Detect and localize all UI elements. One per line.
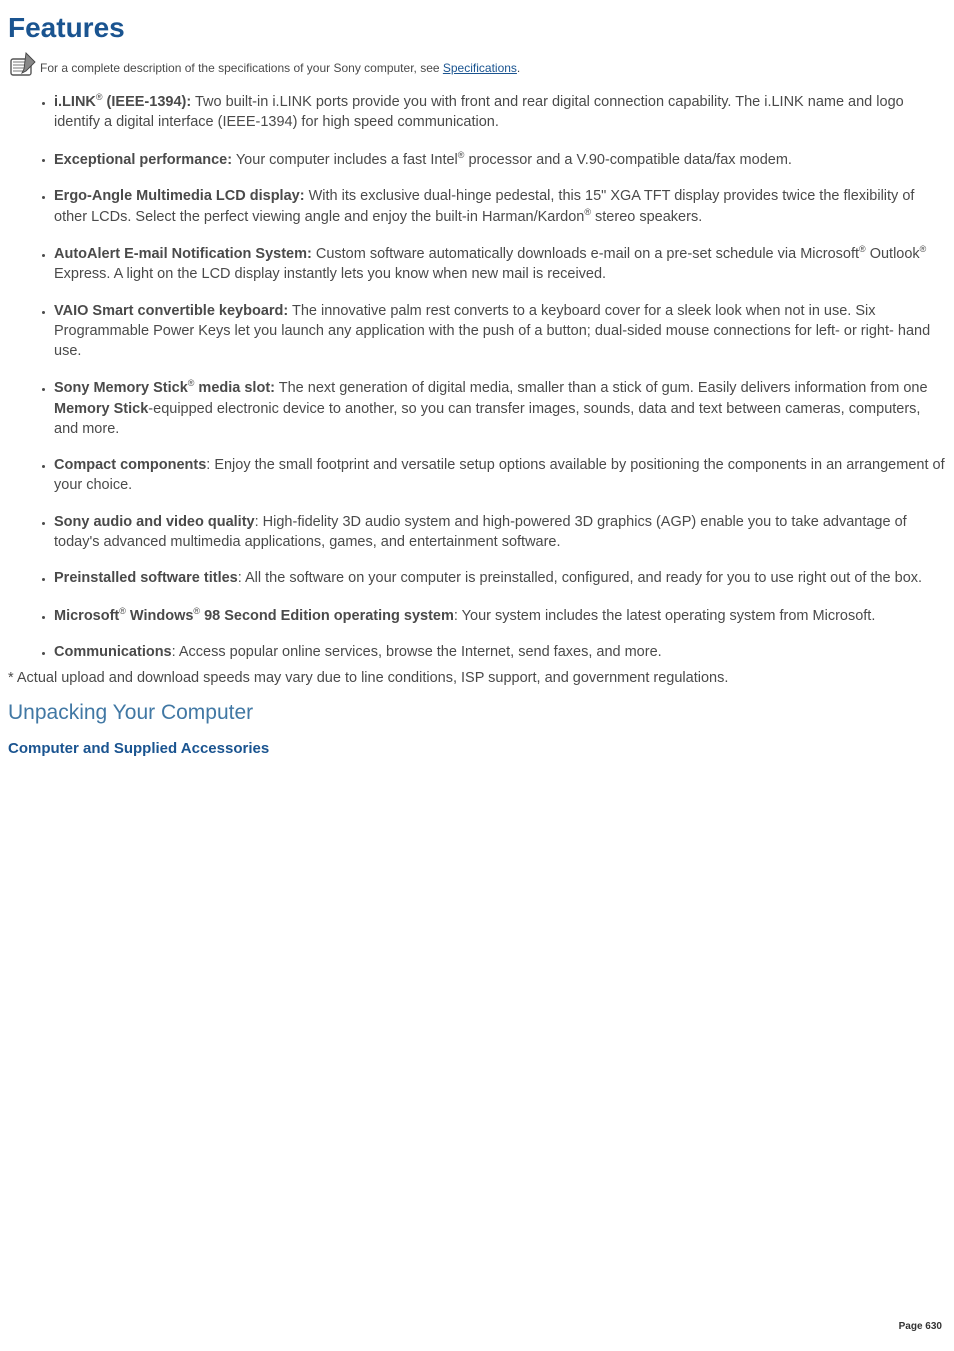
features-list: i.LINK® (IEEE-1394): Two built-in i.LINK… [8,91,946,662]
feature-vaio-keyboard: VAIO Smart convertible keyboard: The inn… [54,301,946,362]
feature-communications: Communications: Access popular online se… [54,642,946,662]
note-suffix: . [517,61,520,75]
footnote: * Actual upload and download speeds may … [8,668,946,688]
note-prefix: For a complete description of the specif… [40,61,443,75]
feature-compact: Compact components: Enjoy the small foot… [54,455,946,496]
feature-ilink: i.LINK® (IEEE-1394): Two built-in i.LINK… [54,91,946,132]
note-row: For a complete description of the specif… [8,51,946,77]
specifications-link[interactable]: Specifications [443,61,517,75]
note-text: For a complete description of the specif… [40,60,520,77]
page-number: Page 630 [899,1320,942,1334]
feature-av-quality: Sony audio and video quality: High-fidel… [54,512,946,553]
feature-performance: Exceptional performance: Your computer i… [54,149,946,170]
feature-windows: Microsoft® Windows® 98 Second Edition op… [54,605,946,626]
feature-ergo-angle: Ergo-Angle Multimedia LCD display: With … [54,186,946,227]
subsection-accessories: Computer and Supplied Accessories [8,738,946,759]
page-title: Features [8,8,946,47]
pencil-note-icon [8,51,38,77]
feature-autoalert: AutoAlert E-mail Notification System: Cu… [54,243,946,284]
feature-preinstalled: Preinstalled software titles: All the so… [54,568,946,588]
section-unpacking: Unpacking Your Computer [8,698,946,727]
feature-memory-stick: Sony Memory Stick® media slot: The next … [54,377,946,439]
